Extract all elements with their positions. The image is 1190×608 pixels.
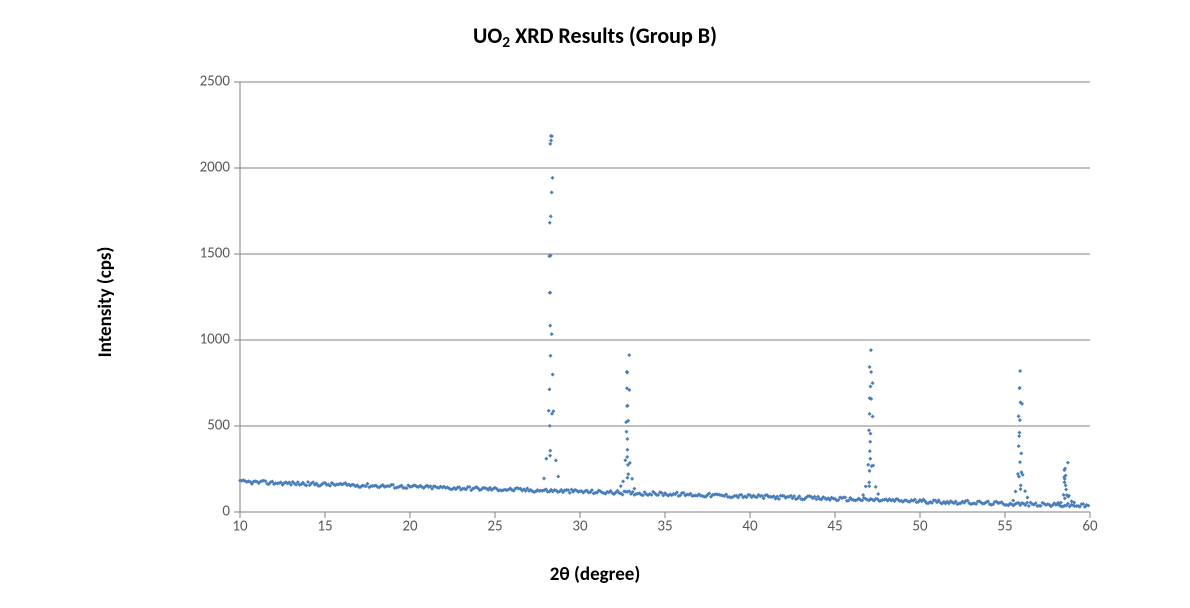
chart-title: UO2 XRD Results (Group B) [110,22,1080,49]
svg-text:35: 35 [657,517,672,535]
svg-text:30: 30 [572,517,588,535]
x-axis-label: 2θ (degree) [110,563,1080,586]
svg-text:20: 20 [402,517,418,535]
svg-text:500: 500 [207,417,230,435]
svg-text:45: 45 [827,517,842,535]
svg-text:2500: 2500 [200,73,231,91]
svg-text:1000: 1000 [200,331,231,349]
svg-text:0: 0 [222,503,230,521]
svg-text:10: 10 [232,517,248,535]
svg-text:15: 15 [317,517,332,535]
xrd-chart: UO2 XRD Results (Group B) Intensity (cps… [110,22,1080,582]
svg-text:55: 55 [997,517,1012,535]
svg-text:50: 50 [912,517,928,535]
y-axis-label: Intensity (cps) [94,247,117,358]
svg-text:60: 60 [1082,517,1098,535]
svg-text:2000: 2000 [200,159,231,177]
plot-area: 0500100015002000250010152025303540455055… [190,72,1040,502]
svg-text:25: 25 [487,517,502,535]
svg-text:1500: 1500 [200,245,231,263]
plot-svg: 0 500 1000 1500 2000 2500 10 15 20 25 30 35 40 45 50 55… [190,72,1100,542]
svg-text:40: 40 [742,517,758,535]
